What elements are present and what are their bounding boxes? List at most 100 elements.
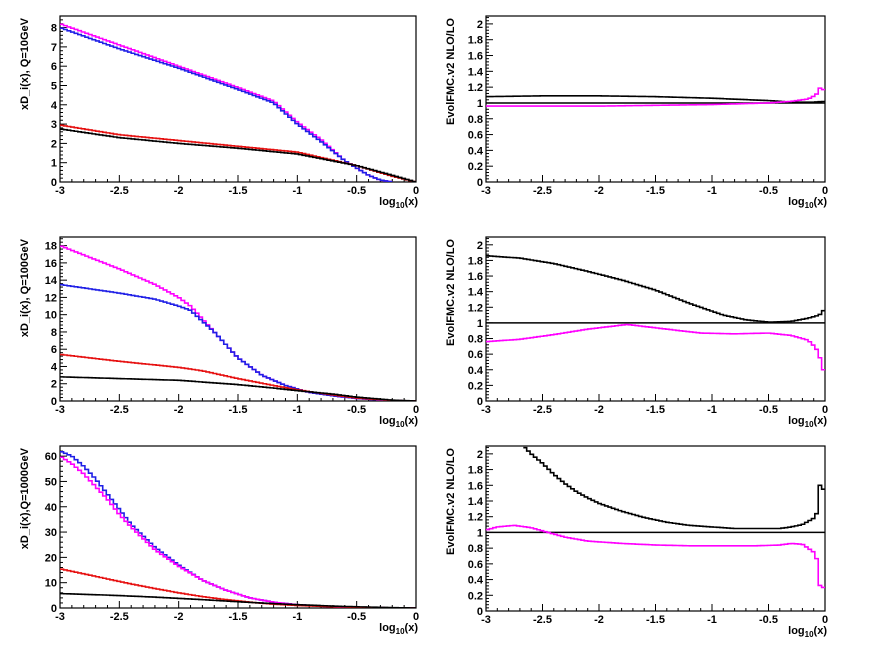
- x-axis-title-tail: (x): [814, 625, 828, 637]
- x-tick-label: -2.5: [110, 185, 129, 197]
- y-axis-title: EvolFMC.v2 NLO/LO: [445, 448, 457, 555]
- panel-q100-distributions: -3 -2.5 -2 -1.5 -1 -0.5 0024681012141618log10(…: [19, 236, 419, 429]
- x-axis-title-main: log: [379, 622, 396, 634]
- y-tick-label: 0.2: [468, 161, 483, 173]
- x-tick-label: 0: [413, 404, 419, 416]
- y-tick-label: 1.8: [468, 35, 483, 47]
- y-tick-label: 1.6: [468, 271, 483, 283]
- x-axis-title: log10(x): [788, 415, 827, 429]
- x-tick-label: -3: [55, 404, 65, 416]
- y-tick-label: 16: [45, 258, 57, 270]
- y-tick-label: 4: [51, 361, 58, 373]
- x-axis-title-sub: 10: [805, 630, 814, 639]
- series-ratio-black: [486, 255, 825, 323]
- x-tick-label: -3: [481, 185, 491, 197]
- x-tick-label: -2: [174, 404, 184, 416]
- x-tick-label: -0.5: [759, 614, 778, 626]
- y-tick-label: 0.2: [468, 380, 483, 392]
- x-axis-title-sub: 10: [396, 420, 405, 429]
- series-black: [60, 376, 416, 401]
- x-axis-title-main: log: [788, 415, 805, 427]
- y-axis-title: xD_i(x),Q=1000GeV: [19, 447, 31, 549]
- y-tick-label: 2: [477, 449, 483, 461]
- y-tick-label: 2: [477, 240, 483, 252]
- y-tick-label: 6: [51, 344, 57, 356]
- x-tick-label: -2: [594, 614, 604, 626]
- y-tick-label: 7: [51, 42, 57, 54]
- x-tick-label: -1.5: [229, 611, 248, 623]
- x-axis-title-main: log: [788, 625, 805, 637]
- x-tick-label: -1: [707, 185, 717, 197]
- x-tick-label: -1: [292, 185, 302, 197]
- panel-q1000-distributions: -3 -2.5 -2 -1.5 -1 -0.5 00102030405060log10(x)…: [19, 445, 419, 636]
- x-tick-label: -1.5: [646, 614, 665, 626]
- y-tick-label: 18: [45, 241, 57, 253]
- x-axis-title: log10(x): [379, 196, 418, 210]
- y-tick-label: 0: [51, 177, 57, 189]
- y-tick-label: 1: [477, 527, 483, 539]
- y-tick-label: 0.6: [468, 349, 483, 361]
- series-blue: [60, 451, 416, 608]
- x-tick-label: -0.5: [347, 611, 366, 623]
- y-tick-label: 1: [477, 98, 483, 110]
- x-tick-label: -0.5: [347, 185, 366, 197]
- x-tick-label: -2.5: [533, 404, 552, 416]
- x-axis-title: log10(x): [788, 196, 827, 210]
- y-tick-label: 0.4: [468, 365, 484, 377]
- series-magenta: [60, 23, 393, 182]
- series-ratio-magenta: [486, 87, 825, 107]
- y-tick-label: 60: [45, 451, 57, 463]
- x-tick-label: -3: [481, 404, 491, 416]
- x-tick-label: -1.5: [229, 404, 248, 416]
- x-axis-title-main: log: [379, 196, 396, 208]
- x-tick-label: -2: [174, 611, 184, 623]
- y-tick-label: 3: [51, 119, 57, 131]
- x-tick-label: -0.5: [759, 185, 778, 197]
- y-tick-label: 50: [45, 476, 57, 488]
- x-tick-label: -1.5: [646, 185, 665, 197]
- series-black: [60, 592, 416, 608]
- y-tick-label: 8: [51, 23, 57, 35]
- y-axis-title: EvolFMC.v2 NLO/LO: [445, 239, 457, 346]
- x-axis-title-tail: (x): [405, 196, 419, 208]
- x-axis-title-sub: 10: [805, 420, 814, 429]
- y-tick-label: 0.8: [468, 543, 483, 555]
- series-ratio-magenta: [486, 524, 825, 589]
- x-tick-label: 0: [822, 614, 828, 626]
- y-tick-label: 40: [45, 502, 57, 514]
- y-tick-label: 1.2: [468, 512, 483, 524]
- x-axis-title: log10(x): [788, 625, 827, 639]
- y-tick-label: 0.4: [468, 145, 484, 157]
- x-tick-label: -2: [594, 404, 604, 416]
- x-axis-title-main: log: [379, 415, 396, 427]
- y-tick-label: 0.6: [468, 559, 483, 571]
- y-tick-label: 0.8: [468, 114, 483, 126]
- panel-q1000-ratio: -3 -2.5 -2 -1.5 -1 -0.5 0 0 0.2 0.4 0.6 0.8 1 1.2 1.4 1…: [445, 445, 828, 639]
- y-tick-label: 2: [51, 138, 57, 150]
- y-tick-label: 0: [477, 396, 483, 408]
- plot-frame: [59, 445, 417, 609]
- y-tick-label: 1.8: [468, 465, 483, 477]
- x-axis-title: log10(x): [379, 415, 418, 429]
- y-tick-label: 5: [51, 80, 57, 92]
- y-tick-label: 4: [51, 100, 58, 112]
- x-tick-label: -3: [481, 614, 491, 626]
- y-tick-label: 1.2: [468, 302, 483, 314]
- plot-frame: [485, 15, 826, 183]
- y-tick-label: 1.4: [468, 287, 484, 299]
- y-tick-label: 1: [477, 318, 483, 330]
- x-tick-label: -1: [707, 404, 717, 416]
- y-tick-label: 1: [51, 158, 57, 170]
- panel-q10-ratio: -3 -2.5 -2 -1.5 -1 -0.5 0 0 0.2 0.4 0.6 0.8 1 1.2 1.4 1…: [445, 15, 828, 210]
- x-tick-label: -3: [55, 611, 65, 623]
- y-tick-label: 0: [477, 606, 483, 618]
- y-tick-label: 0.4: [468, 575, 484, 587]
- y-tick-label: 0.8: [468, 334, 483, 346]
- y-tick-label: 1.8: [468, 255, 483, 267]
- y-axis-title: xD_i(x), Q=10GeV: [19, 17, 31, 110]
- y-tick-label: 30: [45, 527, 57, 539]
- series-blue: [60, 283, 416, 401]
- y-tick-label: 0.6: [468, 130, 483, 142]
- x-tick-label: -1.5: [229, 185, 248, 197]
